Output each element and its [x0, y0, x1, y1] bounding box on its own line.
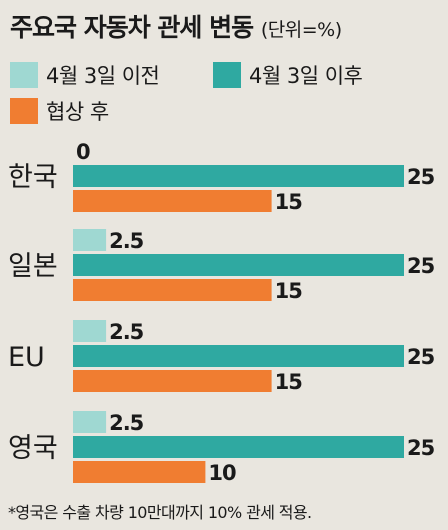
bar-after-1 [73, 254, 404, 276]
value-label-before-3: 2.5 [109, 411, 144, 435]
value-label-after-1: 25 [407, 254, 435, 278]
value-label-negotiated-3: 10 [208, 461, 236, 485]
bar-before-1 [73, 229, 107, 251]
bar-after-3 [73, 436, 404, 458]
bar-after-0 [73, 165, 404, 187]
value-label-before-0: 0 [76, 140, 90, 164]
footnote: *영국은 수출 차량 10만대까지 10% 관세 적용. [8, 503, 312, 522]
legend-item-before: 4월 3일 이전 [10, 60, 160, 90]
legend-item-negotiated: 협상 후 [10, 96, 109, 126]
bar-negotiated-2 [73, 370, 272, 392]
value-label-after-0: 25 [407, 165, 435, 189]
value-label-before-2: 2.5 [109, 320, 144, 344]
value-label-negotiated-1: 15 [275, 279, 303, 303]
legend-label-before: 4월 3일 이전 [46, 64, 160, 88]
category-label-2: EU [8, 342, 45, 373]
category-label-1: 일본 [8, 251, 58, 282]
bar-negotiated-3 [73, 461, 206, 483]
legend-item-after: 4월 3일 이후 [213, 60, 363, 90]
legend-swatch-negotiated [10, 98, 38, 124]
legend-label-negotiated: 협상 후 [46, 100, 109, 124]
value-label-after-2: 25 [407, 345, 435, 369]
category-label-0: 한국 [8, 162, 58, 193]
bar-after-2 [73, 345, 404, 367]
legend-label-after: 4월 3일 이후 [249, 64, 363, 88]
bar-before-3 [73, 411, 107, 433]
value-label-after-3: 25 [407, 436, 435, 460]
value-label-before-1: 2.5 [109, 229, 144, 253]
legend-swatch-before [10, 62, 38, 88]
legend-swatch-after [213, 62, 241, 88]
bar-before-2 [73, 320, 107, 342]
bar-negotiated-1 [73, 279, 272, 301]
bar-negotiated-0 [73, 190, 272, 212]
value-label-negotiated-2: 15 [275, 370, 303, 394]
unit-label: (단위=%) [260, 19, 342, 41]
value-label-negotiated-0: 15 [275, 190, 303, 214]
chart-title: 주요국 자동차 관세 변동 (단위=%) [10, 8, 342, 44]
title-text: 주요국 자동차 관세 변동 [10, 13, 254, 42]
category-label-3: 영국 [8, 433, 58, 464]
